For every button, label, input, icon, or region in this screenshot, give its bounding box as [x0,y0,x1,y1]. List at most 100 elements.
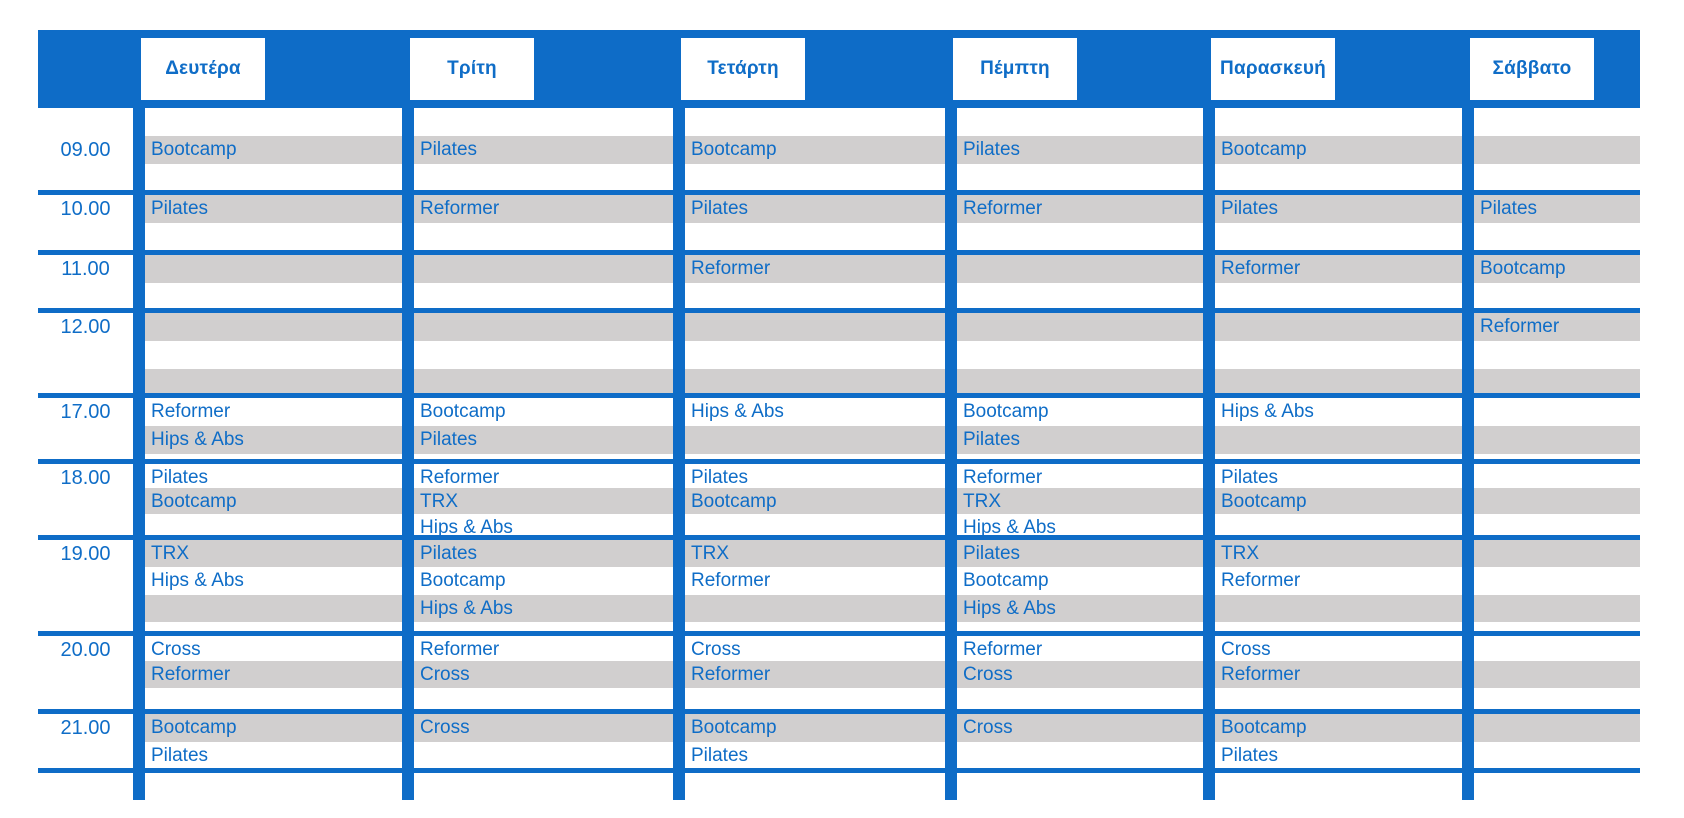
row-divider [38,631,1640,636]
class-label: TRX [691,543,729,564]
row-stripe [133,255,1640,283]
class-label: Hips & Abs [151,429,244,450]
class-label: Bootcamp [963,570,1049,591]
row-divider [38,308,1640,313]
class-label: Reformer [1221,258,1301,279]
class-label: TRX [1221,543,1259,564]
class-label: Hips & Abs [1221,401,1314,422]
day-header-label: Παρασκευή [1220,58,1326,79]
class-label: Pilates [420,139,478,160]
class-label: Bootcamp [963,401,1049,422]
class-label: Pilates [1221,198,1279,219]
class-label: Cross [1221,639,1271,660]
class-label: Bootcamp [420,570,506,591]
class-label: Hips & Abs [420,517,513,538]
row-divider [38,190,1640,195]
row-stripe [133,313,1640,341]
time-label: 10.00 [60,198,111,220]
class-label: Pilates [151,198,209,219]
class-label: Pilates [151,745,209,766]
row-divider [38,709,1640,714]
class-label: Reformer [151,664,231,685]
class-label: Hips & Abs [420,598,513,619]
class-label: Cross [691,639,741,660]
time-label: 12.00 [60,316,111,338]
row-stripe [133,369,1640,393]
column-divider [133,108,145,800]
class-label: Reformer [420,198,500,219]
class-label: Cross [151,639,201,660]
class-label: Bootcamp [420,401,506,422]
row-stripe [133,426,1640,454]
column-divider [945,108,957,800]
class-label: Pilates [691,198,749,219]
class-label: Pilates [1221,467,1279,488]
row-stripe [133,661,1640,688]
class-label: TRX [963,491,1001,512]
class-label: Pilates [691,745,749,766]
class-label: Hips & Abs [691,401,784,422]
class-label: Hips & Abs [963,517,1056,538]
column-divider [1203,108,1215,800]
class-label: Bootcamp [151,717,237,738]
day-header-2: Τετάρτη [681,38,805,100]
schedule-table: Δευτέρα Τρίτη Τετάρτη Πέμπτη Παρασκευή Σάββατ… [38,30,1640,800]
column-divider [673,108,685,800]
time-label: 20.00 [60,639,111,661]
time-label: 21.00 [60,717,111,739]
day-header-0: Δευτέρα [141,38,265,100]
time-label: 18.00 [60,467,111,489]
class-label: Reformer [420,639,500,660]
class-label: Bootcamp [1221,491,1307,512]
class-label: Bootcamp [691,139,777,160]
class-label: Reformer [1221,664,1301,685]
class-label: Reformer [691,664,771,685]
class-label: Bootcamp [151,139,237,160]
row-divider [38,393,1640,398]
class-label: Pilates [420,543,478,564]
class-label: Bootcamp [151,491,237,512]
class-label: Reformer [691,258,771,279]
class-label: TRX [151,543,189,564]
row-stripe [133,595,1640,622]
time-label: 17.00 [60,401,111,423]
class-label: Pilates [963,429,1021,450]
class-label: Pilates [151,467,209,488]
time-label: 09.00 [60,139,111,161]
row-stripe [133,136,1640,164]
class-label: Reformer [420,467,500,488]
class-label: TRX [420,491,458,512]
day-header-label: Δευτέρα [165,58,241,79]
class-label: Cross [420,717,470,738]
day-header-1: Τρίτη [410,38,534,100]
day-header-label: Τρίτη [447,58,497,79]
class-label: Bootcamp [1221,717,1307,738]
row-divider [38,535,1640,540]
class-label: Reformer [963,639,1043,660]
day-header-label: Σάββατο [1492,58,1572,79]
day-header-5: Σάββατο [1470,38,1594,100]
class-label: Cross [420,664,470,685]
day-header-4: Παρασκευή [1211,38,1335,100]
class-label: Bootcamp [691,717,777,738]
class-label: Reformer [963,198,1043,219]
row-stripe [133,488,1640,514]
class-label: Pilates [963,543,1021,564]
row-stripe [133,540,1640,567]
class-label: Pilates [963,139,1021,160]
column-divider [1462,108,1474,800]
time-label: 19.00 [60,543,111,565]
class-label: Pilates [691,467,749,488]
class-label: Pilates [1221,745,1279,766]
row-divider [38,250,1640,255]
class-label: Cross [963,664,1013,685]
day-header-3: Πέμπτη [953,38,1077,100]
table-header: Δευτέρα Τρίτη Τετάρτη Πέμπτη Παρασκευή Σάββατ… [38,30,1640,108]
day-header-label: Πέμπτη [980,58,1050,79]
row-divider [38,459,1640,464]
class-label: Reformer [691,570,771,591]
class-label: Bootcamp [1480,258,1566,279]
row-divider [38,768,1640,773]
day-header-label: Τετάρτη [707,58,779,79]
